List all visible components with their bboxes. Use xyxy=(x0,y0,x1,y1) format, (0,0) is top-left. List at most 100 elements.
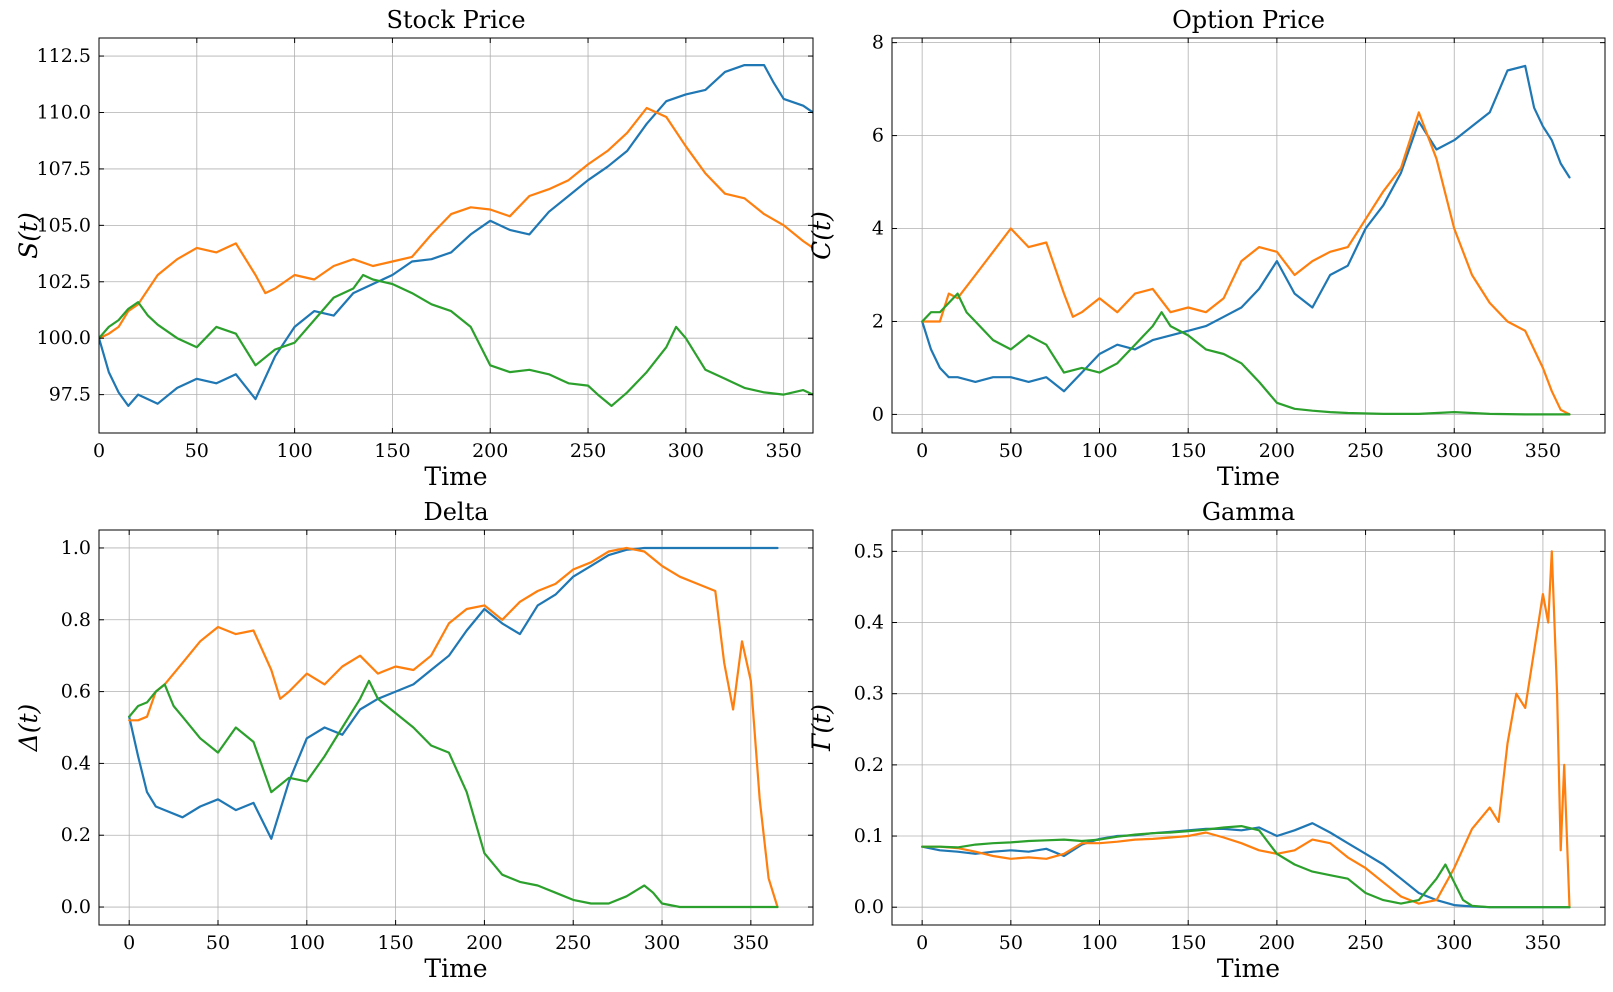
x-axis-label: Time xyxy=(424,462,487,491)
x-tick-label: 50 xyxy=(206,932,230,954)
y-tick-label: 0.2 xyxy=(61,824,91,846)
plot-frame xyxy=(891,529,1606,926)
y-tick-label: 0.8 xyxy=(61,609,91,631)
series-1-line xyxy=(128,546,779,840)
x-tick-label: 150 xyxy=(1170,932,1206,954)
x-tick-label: 200 xyxy=(1259,932,1295,954)
gamma-panel: 0 50 100 150 200 250 300 3500.00.10.20.30.40.5 … xyxy=(807,498,1606,983)
axis-ticks: 0 50 100 150 200 250 300 350 0.0 0.2 0.4 0.6 0.8 1.0 xyxy=(61,530,813,954)
x-tick-label: 50 xyxy=(999,440,1023,462)
y-tick-label: 110.0 xyxy=(37,101,91,123)
x-tick-label: 300 xyxy=(668,440,704,462)
series-2-line xyxy=(128,546,779,909)
y-tick-label: 0.4 xyxy=(61,752,91,774)
stock-price-panel: 0 50 100 150 200 250 300 350 97.5 100.0 102.5 105.0… xyxy=(14,6,814,491)
series-2-line xyxy=(921,111,1571,416)
x-tick-label: 250 xyxy=(555,932,591,954)
y-tick-label: 0.5 xyxy=(854,540,884,562)
y-tick-label: 0.3 xyxy=(854,683,884,705)
grid xyxy=(98,38,813,433)
axis-ticks: 0 50 100 150 200 250 300 350 0.0 0.1 0.2 0.3 0.4 0.5 xyxy=(854,530,1605,954)
x-tick-label: 150 xyxy=(377,932,413,954)
x-tick-label: 100 xyxy=(1081,932,1117,954)
series-1-line xyxy=(921,64,1571,393)
x-axis-label: Time xyxy=(1217,462,1280,491)
chart-title: Gamma xyxy=(1202,498,1295,526)
plot-frame xyxy=(98,529,814,926)
x-axis-label: Time xyxy=(424,954,487,983)
series-3-line xyxy=(99,273,813,407)
x-axis-label: Time xyxy=(1217,954,1280,983)
x-tick-label: 100 xyxy=(289,932,325,954)
axis-ticks: 0 50 100 150 200 250 300 350 97.5 100.0 102.5 105.0… xyxy=(37,38,813,462)
chart-title: Delta xyxy=(423,498,488,526)
series-1-line xyxy=(99,63,813,407)
x-tick-label: 50 xyxy=(185,440,209,462)
series-3-line xyxy=(921,292,1571,416)
chart-title: Stock Price xyxy=(386,6,525,34)
x-tick-label: 0 xyxy=(916,932,928,954)
y-tick-label: 0.0 xyxy=(61,896,91,918)
series-lines xyxy=(99,63,813,407)
x-tick-label: 350 xyxy=(1525,440,1561,462)
x-tick-label: 0 xyxy=(916,440,928,462)
y-tick-label: 2 xyxy=(872,310,884,332)
y-tick-label: 8 xyxy=(872,32,884,54)
y-tick-label: 105.0 xyxy=(37,214,91,236)
y-tick-label: 0.2 xyxy=(854,754,884,776)
x-tick-label: 0 xyxy=(93,440,105,462)
y-tick-label: 4 xyxy=(872,218,884,240)
x-tick-label: 150 xyxy=(374,440,410,462)
x-tick-label: 200 xyxy=(466,932,502,954)
x-tick-label: 200 xyxy=(472,440,508,462)
delta-panel: 0 50 100 150 200 250 300 3500.00.20.40.60.81.0 … xyxy=(14,498,814,983)
x-tick-label: 0 xyxy=(123,932,135,954)
y-tick-label: 0.0 xyxy=(854,896,884,918)
x-tick-label: 200 xyxy=(1259,440,1295,462)
x-tick-label: 350 xyxy=(733,932,769,954)
y-tick-label: 0.1 xyxy=(854,825,884,847)
y-axis-label: Δ(t) xyxy=(14,704,43,753)
grid xyxy=(892,38,1605,433)
x-tick-label: 100 xyxy=(276,440,312,462)
plot-frame xyxy=(891,37,1606,434)
axis-ticks: 0 50 100 150 200 250 300 350 0 2 4 6 8 xyxy=(872,32,1605,462)
x-tick-label: 300 xyxy=(1436,440,1472,462)
y-tick-label: 97.5 xyxy=(49,384,91,406)
y-tick-label: 1.0 xyxy=(61,537,91,559)
y-axis-label: C(t) xyxy=(807,211,836,260)
x-tick-label: 150 xyxy=(1170,440,1206,462)
plot-frame xyxy=(98,37,814,434)
series-lines xyxy=(128,546,779,909)
x-tick-label: 300 xyxy=(1436,932,1472,954)
y-tick-label: 112.5 xyxy=(37,45,91,67)
y-tick-label: 107.5 xyxy=(37,158,91,180)
chart-title: Option Price xyxy=(1172,6,1325,34)
series-2-line xyxy=(99,106,813,340)
x-tick-label: 250 xyxy=(570,440,606,462)
series-3-line xyxy=(128,679,779,909)
x-tick-label: 300 xyxy=(644,932,680,954)
y-tick-label: 100.0 xyxy=(37,327,91,349)
x-tick-label: 350 xyxy=(1525,932,1561,954)
x-tick-label: 50 xyxy=(999,932,1023,954)
y-tick-label: 0 xyxy=(872,403,884,425)
y-tick-label: 0.4 xyxy=(854,612,884,634)
y-tick-label: 6 xyxy=(872,125,884,147)
x-tick-label: 250 xyxy=(1347,932,1383,954)
y-axis-label: Γ(t) xyxy=(807,704,836,752)
y-tick-label: 102.5 xyxy=(37,271,91,293)
x-tick-label: 250 xyxy=(1347,440,1383,462)
series-2-line xyxy=(921,550,1571,909)
x-tick-label: 100 xyxy=(1081,440,1117,462)
grid xyxy=(99,530,813,925)
series-3-line xyxy=(921,825,1571,909)
y-tick-label: 0.6 xyxy=(61,681,91,703)
series-lines xyxy=(921,64,1571,416)
grid xyxy=(892,530,1605,925)
series-lines xyxy=(921,550,1571,909)
x-tick-label: 350 xyxy=(766,440,802,462)
y-axis-label: S(t) xyxy=(14,212,43,259)
